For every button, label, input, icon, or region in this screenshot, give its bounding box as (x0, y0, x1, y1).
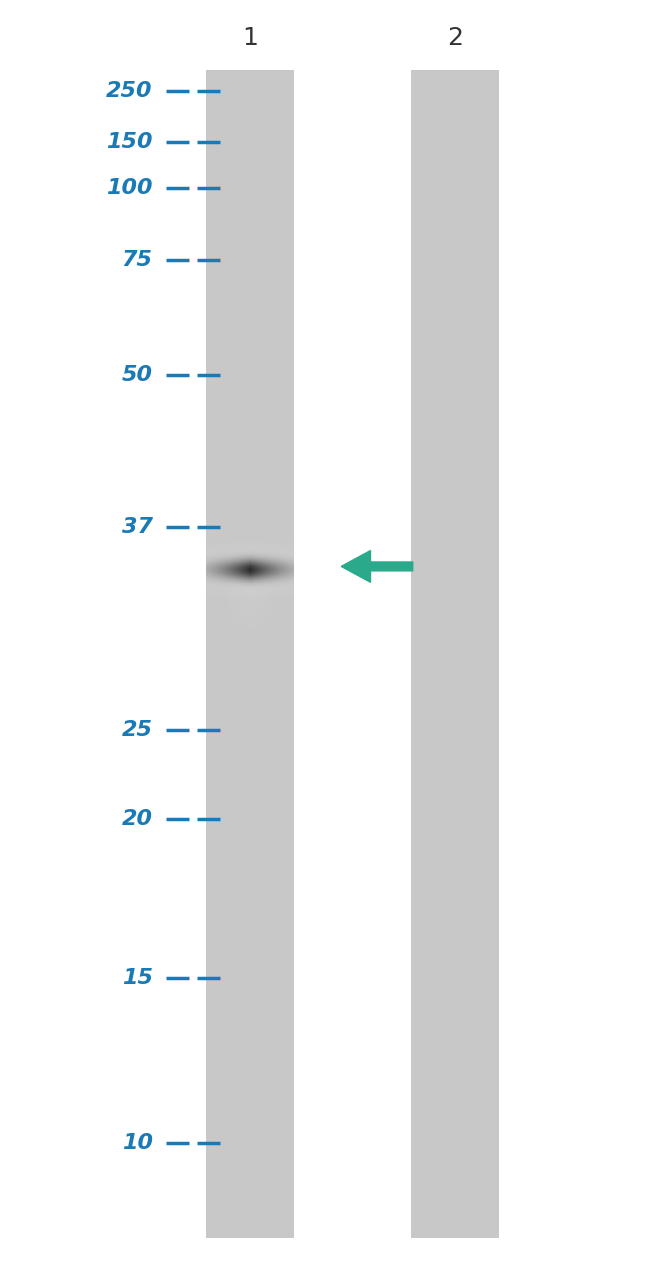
Text: 75: 75 (122, 250, 153, 271)
Text: 25: 25 (122, 720, 153, 740)
Bar (207, 70, 294, 1238)
Text: 50: 50 (122, 364, 153, 385)
Bar (411, 70, 499, 1238)
Text: 2: 2 (447, 27, 463, 50)
Text: 1: 1 (242, 27, 258, 50)
Text: 150: 150 (106, 132, 153, 152)
Text: 250: 250 (106, 81, 153, 102)
FancyArrow shape (341, 551, 413, 582)
Text: 15: 15 (122, 968, 153, 988)
Text: 10: 10 (122, 1133, 153, 1153)
Text: 37: 37 (122, 517, 153, 537)
Text: 20: 20 (122, 809, 153, 829)
Text: 100: 100 (106, 178, 153, 198)
